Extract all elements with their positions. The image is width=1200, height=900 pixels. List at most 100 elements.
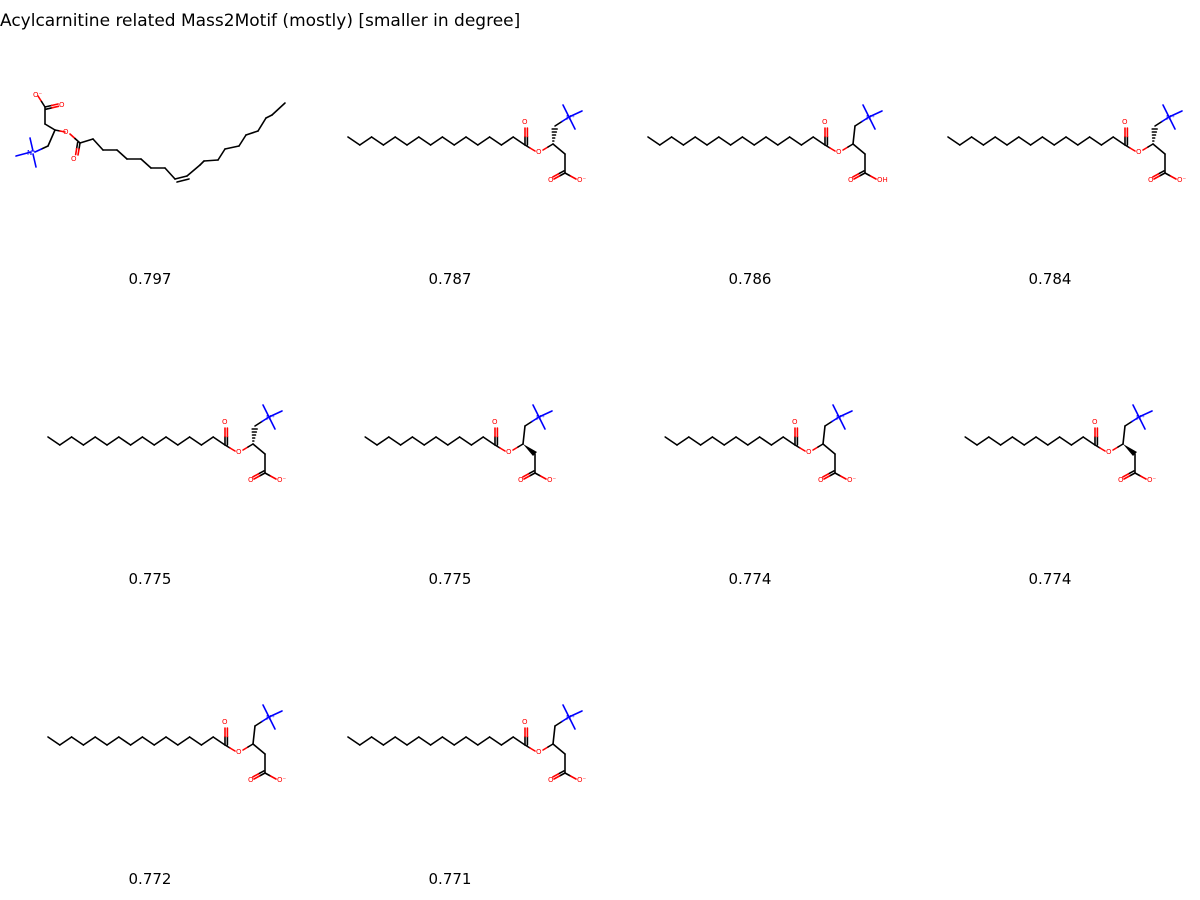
chain-bond xyxy=(177,436,191,446)
carboxyl-double-bond xyxy=(858,172,866,177)
chain-bond xyxy=(116,149,128,160)
chain-bond xyxy=(453,736,467,746)
molecule-cell: O O N⁺ O O⁻ 0.784 xyxy=(900,0,1200,300)
molecule-cell: O⁻ O O O N⁺ 0.797 xyxy=(0,0,300,300)
chain-bond xyxy=(370,136,385,146)
carboxyl-double-bond xyxy=(1152,173,1160,178)
chain-bond xyxy=(370,736,385,746)
chain-bond xyxy=(418,136,432,146)
chain-bond xyxy=(812,136,826,146)
molecule-structure: O O N⁺ O O⁻ xyxy=(964,404,1157,484)
chain-bond xyxy=(958,136,973,146)
chain-bond xyxy=(129,436,144,446)
ester-bond xyxy=(529,147,536,152)
carboxyl-bond xyxy=(534,472,542,477)
chain-bond xyxy=(429,136,444,146)
carboxyl-oxygen: O xyxy=(518,476,524,484)
molecule-structure: O O N⁺ O O⁻ xyxy=(347,104,587,184)
molecule-cell: O O N⁺ O O⁻ 0.774 xyxy=(900,300,1200,600)
molecule-structure: O O N⁺ O O⁻ xyxy=(664,404,857,484)
carbon-bond xyxy=(822,425,826,445)
chain-bond xyxy=(58,436,73,446)
carboxyl-bond xyxy=(864,172,872,177)
methyl-bond xyxy=(568,710,583,718)
carboxyl-double-bond xyxy=(258,472,266,477)
chain-bond xyxy=(800,136,814,146)
chain-bond xyxy=(406,136,420,146)
carboxyl-double-bond xyxy=(1157,170,1165,175)
chain-bond xyxy=(488,736,503,746)
carbon-nitrogen-bond xyxy=(261,716,270,723)
carboxyl-double-bond xyxy=(857,170,865,175)
similarity-score: 0.774 xyxy=(728,570,772,588)
chain-bond xyxy=(245,130,259,136)
ester-bond xyxy=(512,446,519,451)
methyl-bond xyxy=(32,153,37,168)
molecule-cell: O O N⁺ O O⁻ 0.787 xyxy=(300,0,600,300)
carbon-bond xyxy=(1122,425,1126,445)
ester-bond xyxy=(547,743,554,748)
chain-bond xyxy=(94,436,108,446)
chain-bond xyxy=(199,160,205,166)
chain-bond xyxy=(406,736,420,746)
chain-bond xyxy=(47,436,61,446)
carboxyl-oxygen: O xyxy=(818,476,824,484)
methyl-bond xyxy=(562,704,570,718)
chain-bond xyxy=(200,736,214,746)
chain-bond xyxy=(482,436,496,446)
carbon-bond xyxy=(47,129,56,147)
carboxyl-bond xyxy=(40,100,46,108)
ester-bond xyxy=(1117,443,1124,448)
chain-bond xyxy=(658,136,673,146)
chain-bond xyxy=(47,736,61,746)
ester-bond xyxy=(812,446,819,451)
ester-bond xyxy=(499,447,506,452)
carboxyl-double-bond xyxy=(1153,175,1161,180)
chain-bond xyxy=(758,436,773,446)
chain-bond xyxy=(688,436,702,446)
ammonium-nitrogen: N⁺ xyxy=(566,114,575,122)
molecule-structure: O O N⁺ O OH xyxy=(647,104,888,184)
chain-bond xyxy=(447,436,461,446)
chain-bond xyxy=(676,436,690,446)
carboxyl-double-bond xyxy=(557,170,565,175)
chain-bond xyxy=(106,736,120,746)
chain-bond xyxy=(682,136,696,146)
ester-bond xyxy=(794,444,801,449)
ester-oxygen: O xyxy=(1106,448,1112,456)
chain-bond xyxy=(670,136,685,146)
chain-bond xyxy=(1018,136,1032,146)
carboxyl-bond xyxy=(264,772,272,777)
carboxyl-bond xyxy=(1169,175,1177,180)
ester-bond xyxy=(817,443,824,448)
carbon-nitrogen-bond xyxy=(261,416,270,423)
chain-bond xyxy=(770,436,784,446)
carboxyl-double-bond xyxy=(558,772,566,777)
carboxyl-bond xyxy=(37,95,43,103)
chain-bond xyxy=(729,136,744,146)
carboxyl-double-bond xyxy=(552,173,560,178)
chain-bond xyxy=(1011,436,1025,446)
carboxyl-oxygen: O xyxy=(59,101,65,109)
chain-bond xyxy=(512,136,526,146)
chain-bond xyxy=(200,436,214,446)
ester-oxygen: O xyxy=(536,748,542,756)
ester-bond xyxy=(1099,447,1106,452)
chain-bond xyxy=(947,136,961,146)
chain-bond xyxy=(718,136,732,146)
methyl-bond xyxy=(838,416,846,430)
chain-bond xyxy=(1077,136,1091,146)
ammonium-nitrogen: N⁺ xyxy=(266,714,275,722)
ester-bond xyxy=(242,746,249,751)
carboxyl-double-bond xyxy=(1123,475,1131,480)
carboxyl-bond xyxy=(569,775,577,780)
carboxyl-bond xyxy=(269,775,277,780)
carboxylate-oxygen: O⁻ xyxy=(547,476,557,484)
ester-bond xyxy=(547,143,554,148)
chain-bond xyxy=(741,136,755,146)
carbon-bond xyxy=(822,443,836,455)
molecule-cell: O O N⁺ O O⁻ 0.774 xyxy=(600,300,900,600)
chain-bond xyxy=(441,136,455,146)
carboxyl-double-bond xyxy=(528,472,536,477)
methyl-bond xyxy=(268,416,276,430)
